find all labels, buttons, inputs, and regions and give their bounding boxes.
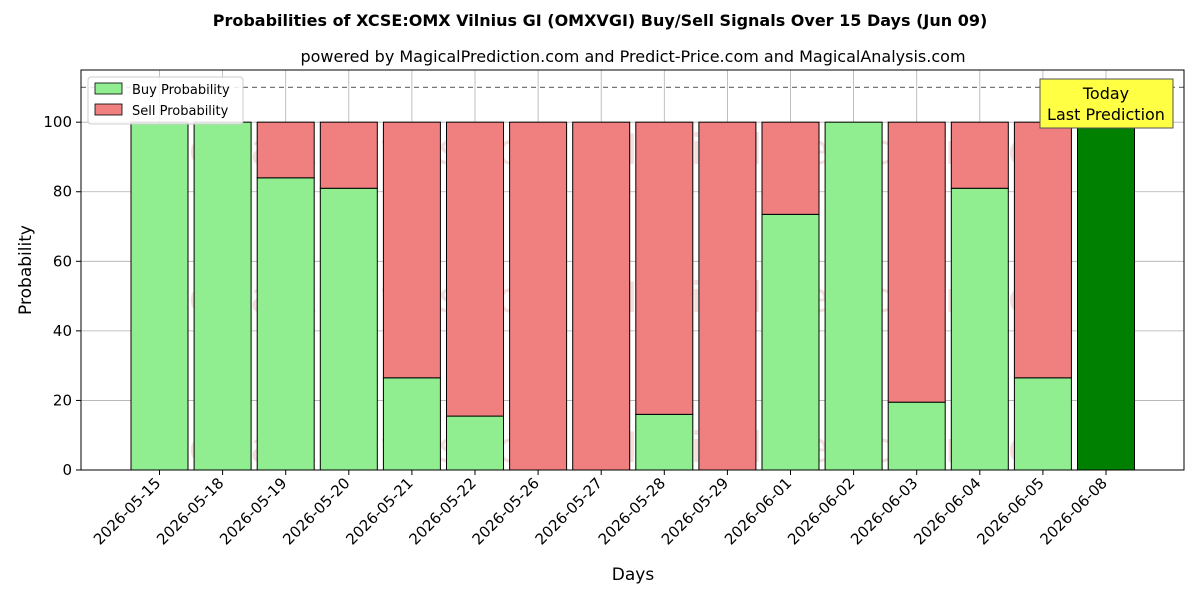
chart-title: Probabilities of XCSE:OMX Vilnius GI (OM…: [213, 11, 988, 30]
bar-buy: [256, 177, 315, 471]
y-axis-label: Probability: [16, 225, 36, 315]
x-tick-label: 2026-05-18: [153, 474, 227, 548]
y-tick-label: 60: [53, 252, 72, 270]
x-tick-label: 2026-05-29: [658, 474, 732, 548]
bar-sell: [698, 121, 757, 471]
bar-buy: [1077, 121, 1135, 471]
bar-buy: [130, 121, 189, 471]
y-tick-label: 80: [53, 183, 72, 201]
bar-sell: [1013, 121, 1072, 379]
y-tick-label: 0: [62, 461, 72, 479]
legend-swatch-sell: [94, 103, 123, 116]
bar-sell: [319, 121, 378, 189]
bar-buy: [635, 413, 694, 471]
y-axis-ticks: 0 20 40 60 80 100: [43, 113, 81, 479]
bar-buy: [824, 121, 883, 471]
x-tick-label: 2026-05-15: [90, 474, 164, 548]
x-tick-label: 2026-06-01: [721, 474, 795, 548]
bars-layer: [130, 121, 1135, 471]
x-tick-label: 2026-05-26: [469, 474, 543, 548]
x-axis-label: Days: [612, 565, 655, 585]
bar-buy: [382, 377, 441, 471]
today-annotation: Today Last Prediction: [1039, 78, 1174, 129]
x-tick-label: 2026-05-28: [595, 474, 669, 548]
y-tick-label: 100: [43, 113, 72, 131]
x-tick-label: 2026-05-21: [342, 474, 416, 548]
x-tick-label: 2026-05-22: [405, 474, 479, 548]
bar-sell: [950, 121, 1009, 189]
x-tick-label: 2026-06-03: [847, 474, 921, 548]
x-tick-label: 2026-05-19: [216, 474, 290, 548]
bar-sell: [256, 121, 315, 179]
bar-sell: [446, 121, 504, 417]
x-tick-label: 2026-05-27: [532, 474, 606, 548]
today-annotation-line1: Today: [1082, 84, 1129, 103]
bar-buy: [1013, 377, 1072, 471]
bar-sell: [635, 121, 694, 415]
legend-label-sell: Sell Probability: [132, 104, 229, 119]
bar-sell: [509, 121, 568, 471]
x-tick-label: 2026-06-05: [973, 474, 1047, 548]
bar-buy: [761, 213, 820, 471]
y-tick-label: 20: [53, 391, 72, 409]
bar-buy: [446, 415, 504, 471]
legend-swatch-buy: [94, 82, 123, 95]
bar-sell: [572, 121, 631, 471]
x-axis-ticks: 2026-05-152026-05-182026-05-192026-05-20…: [90, 470, 1111, 548]
today-annotation-line2: Last Prediction: [1047, 105, 1165, 124]
bar-buy: [887, 401, 946, 471]
bar-sell: [761, 121, 820, 215]
legend-box: [87, 76, 244, 125]
x-tick-label: 2026-05-20: [279, 474, 353, 548]
bar-buy: [319, 187, 378, 471]
x-tick-label: 2026-06-04: [910, 474, 984, 548]
bar-buy: [950, 187, 1009, 471]
bar-buy: [193, 121, 252, 471]
today-annotation-box: [1039, 78, 1174, 129]
bar-sell: [382, 121, 441, 379]
x-tick-label: 2026-06-02: [784, 474, 858, 548]
plot-frame: [80, 69, 1185, 471]
chart-subtitle: powered by MagicalPrediction.com and Pre…: [300, 47, 965, 66]
bar-sell: [887, 121, 946, 403]
legend-label-buy: Buy Probability: [132, 83, 230, 98]
x-tick-label: 2026-06-08: [1036, 474, 1110, 548]
y-tick-label: 40: [53, 322, 72, 340]
legend: Buy Probability Sell Probability: [87, 76, 244, 125]
